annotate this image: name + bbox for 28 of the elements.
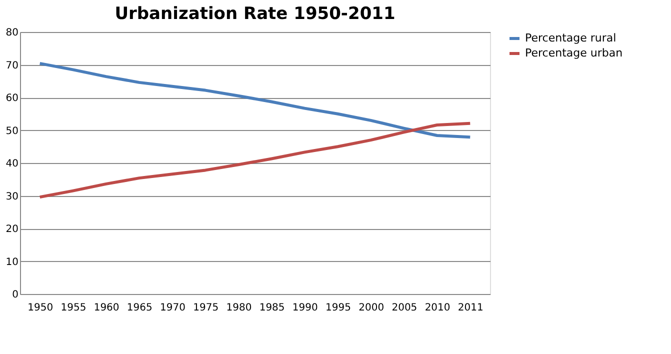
x-tick-label: 1970 <box>160 302 186 314</box>
x-tick-label: 2010 <box>424 302 450 314</box>
chart-title: Urbanization Rate 1950-2011 <box>114 4 396 24</box>
x-tick-label: 1975 <box>193 302 219 314</box>
line-series <box>38 62 472 139</box>
y-tick-label: 60 <box>6 93 18 104</box>
y-tick-label: 50 <box>6 126 18 137</box>
y-tick-label: 40 <box>6 158 18 170</box>
y-tick-label: 70 <box>6 60 18 72</box>
x-tick-label: 1985 <box>259 302 285 314</box>
x-tick-label: 1965 <box>126 302 152 314</box>
x-tick-label: 1980 <box>226 302 252 314</box>
x-tick-label: 1995 <box>326 302 351 314</box>
legend-label: Percentage urban <box>525 46 623 60</box>
x-tick-label: 1960 <box>94 302 120 314</box>
x-tick-label: 1990 <box>292 302 318 314</box>
x-tick-label: 2000 <box>358 302 384 314</box>
x-tick-label: 1955 <box>60 302 86 314</box>
y-tick-label: 0 <box>12 290 18 300</box>
y-tick-label: 10 <box>6 256 18 268</box>
legend-label: Percentage rural <box>525 32 616 44</box>
x-tick-label: 1950 <box>28 302 54 314</box>
line-series <box>38 122 472 199</box>
y-tick-label: 30 <box>6 191 18 202</box>
x-tick-label: 2011 <box>458 302 484 314</box>
y-tick-label: 80 <box>6 28 18 38</box>
x-tick-label: 2005 <box>392 302 418 314</box>
y-tick-label: 20 <box>6 224 18 235</box>
